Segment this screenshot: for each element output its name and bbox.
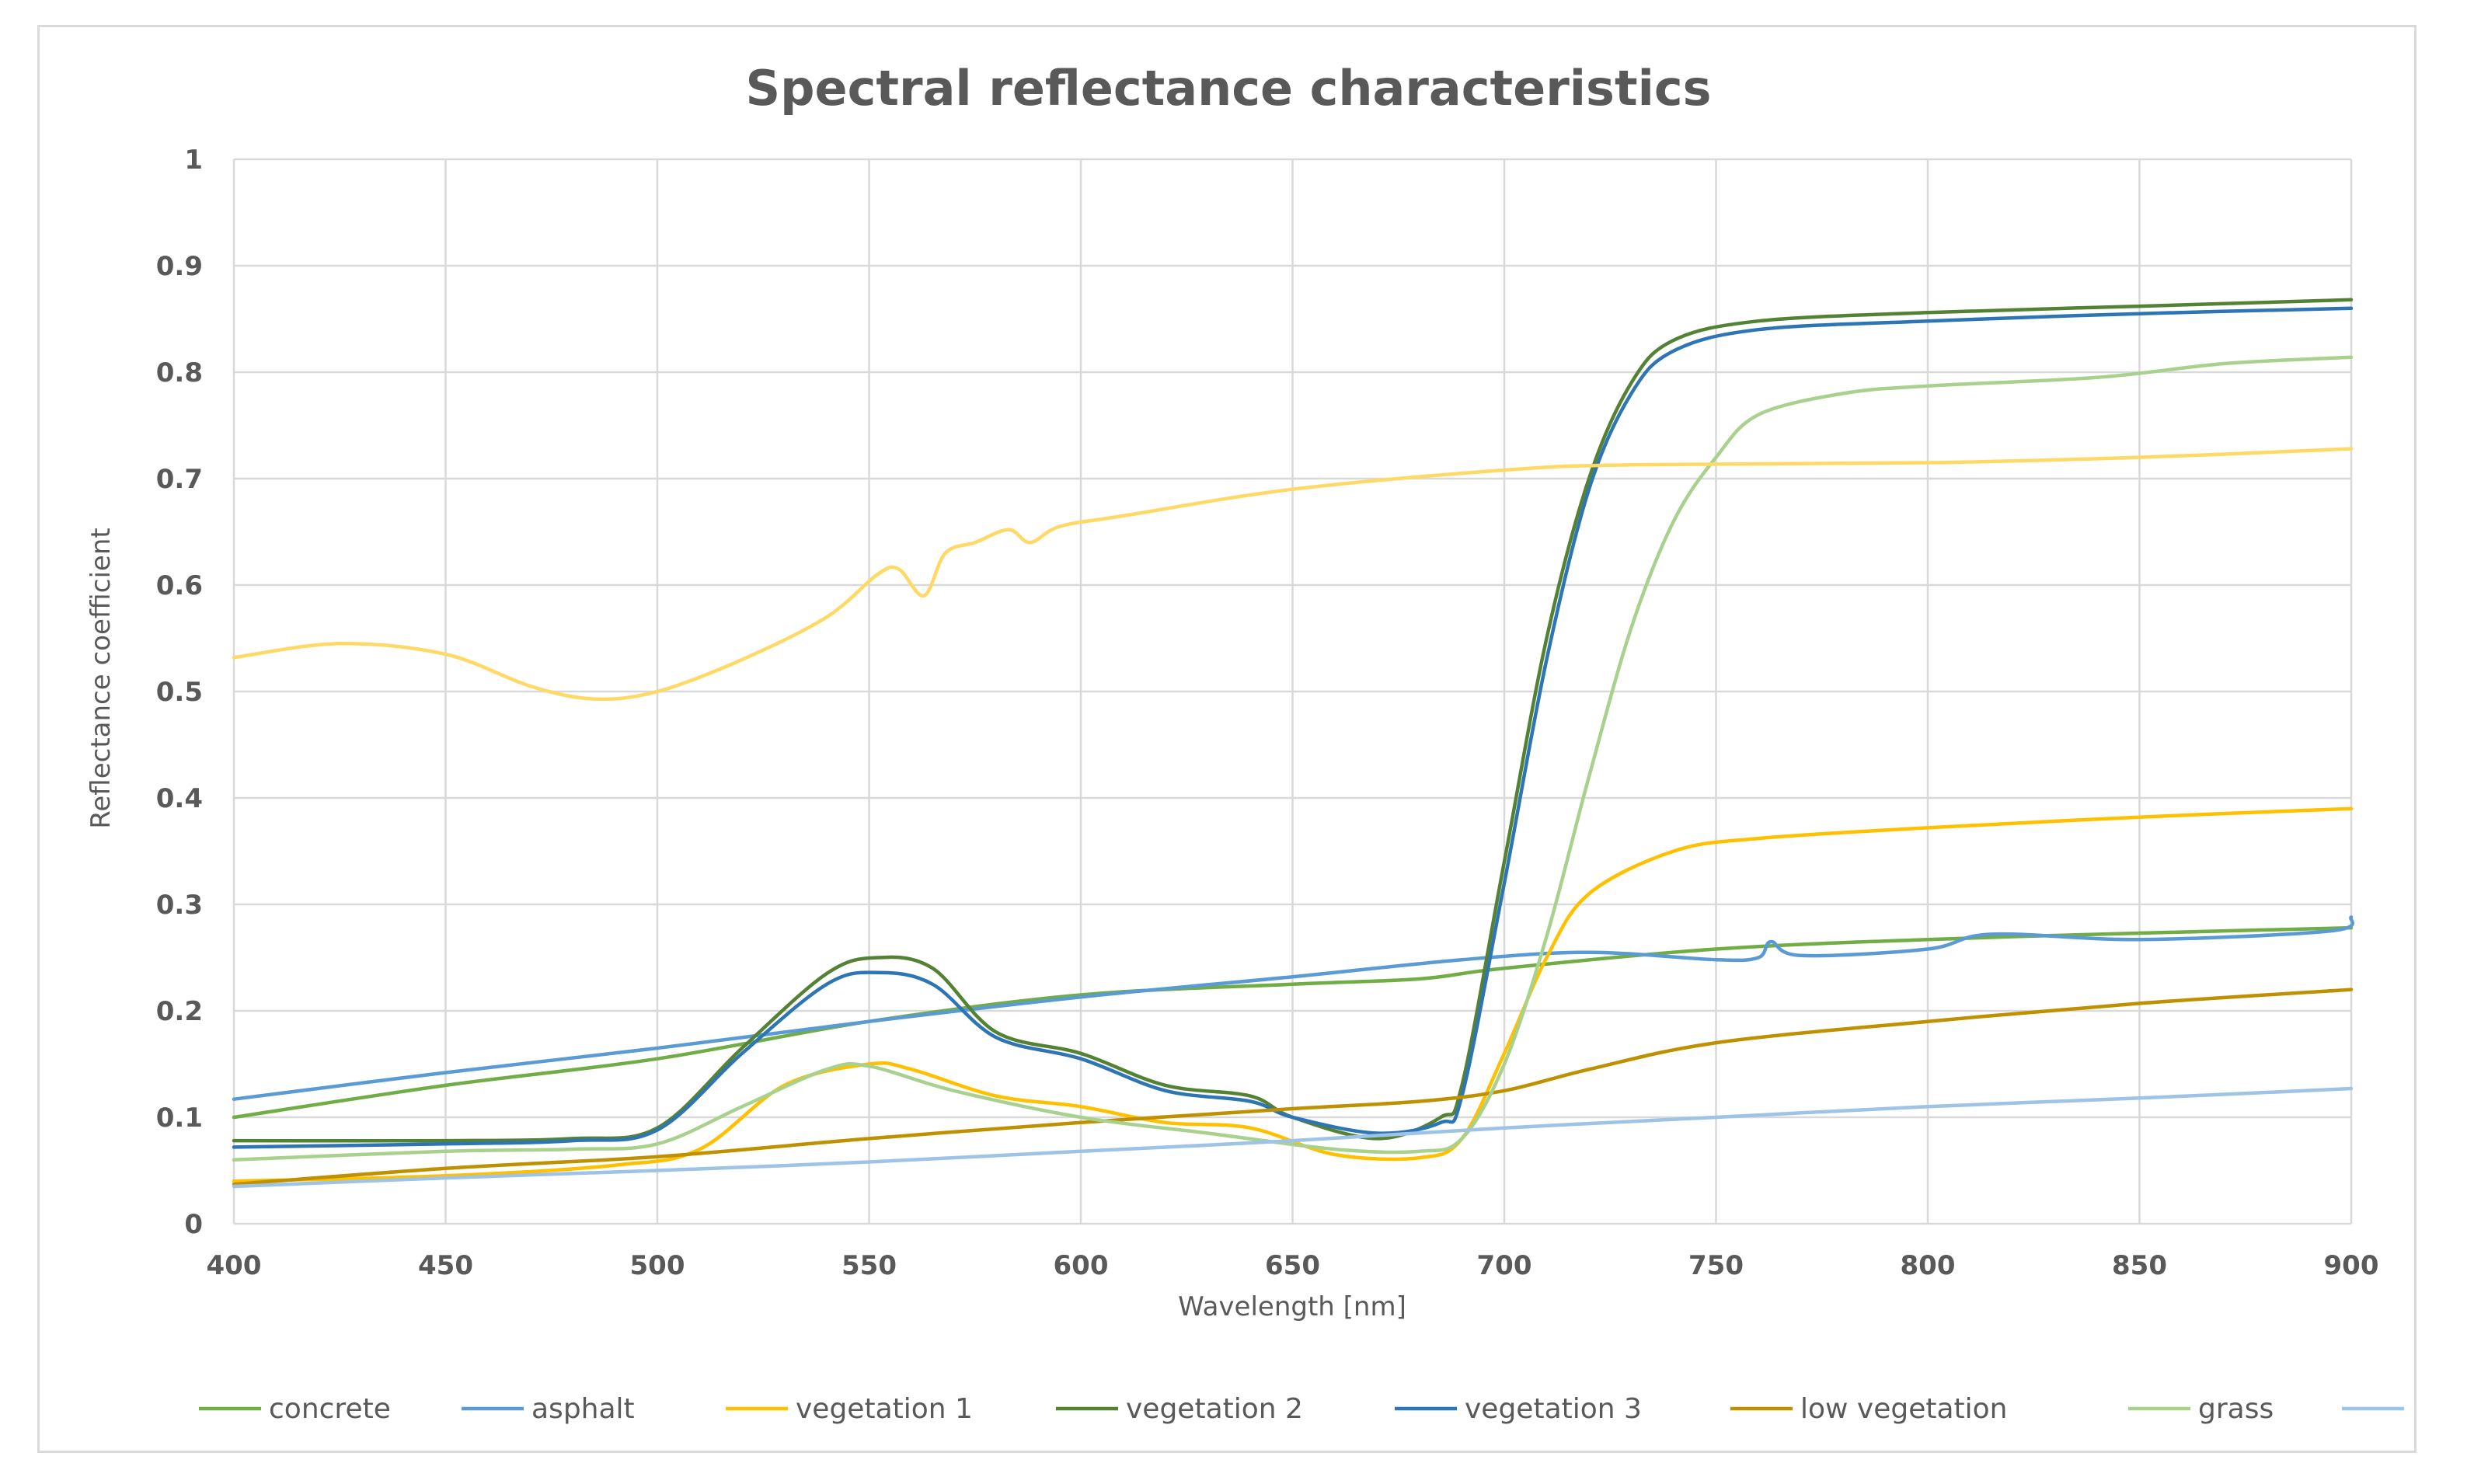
series-lines <box>232 298 2354 1189</box>
x-tick-label: 800 <box>1901 1250 1956 1281</box>
y-tick-label: 0.1 <box>156 1103 203 1134</box>
x-tick-label: 550 <box>841 1250 897 1281</box>
x-tick-label: 400 <box>207 1250 262 1281</box>
y-tick-label: 0.6 <box>156 570 203 601</box>
x-tick-label: 500 <box>630 1250 685 1281</box>
x-tick-label: 750 <box>1688 1250 1744 1281</box>
x-axis-label: Wavelength [nm] <box>1178 1291 1406 1322</box>
y-tick-label: 0.9 <box>156 251 203 282</box>
y-tick-label: 0.3 <box>156 890 203 921</box>
legend: concrete asphalt vegetation 1 vegetation 2 v… <box>199 1393 2414 1425</box>
x-tick-label: 700 <box>1477 1250 1532 1281</box>
y-axis-label: Reflectance coefficient <box>85 528 117 828</box>
series-line-concrete <box>232 925 2354 1120</box>
chart-svg: Spectral reflectance characteristics 0 0.… <box>85 60 2414 1425</box>
y-tick-label: 0.4 <box>156 783 203 814</box>
series-line-bare-soil <box>232 1086 2354 1189</box>
y-tick-label: 0.8 <box>156 357 203 388</box>
legend-label-bare-soil: bare soil <box>2412 1393 2414 1425</box>
series-line-vegetation-3 <box>232 306 2354 1149</box>
x-tick-label: 450 <box>418 1250 473 1281</box>
chart-frame: Spectral reflectance characteristics 0 0.… <box>37 25 2416 1453</box>
y-tick-label: 0 <box>184 1209 203 1240</box>
x-tick-label: 900 <box>2324 1250 2379 1281</box>
legend-label-vegetation-2: vegetation 2 <box>1126 1393 1303 1425</box>
y-tick-label: 0.7 <box>156 464 203 495</box>
legend-label-low-vegetation: low vegetation <box>1800 1393 2008 1425</box>
series-line-vegetation-1 <box>232 806 2354 1183</box>
series-line-vegetation-2 <box>232 298 2354 1143</box>
y-tick-label: 1 <box>184 145 203 176</box>
x-tick-label: 650 <box>1265 1250 1320 1281</box>
x-tick-label: 850 <box>2112 1250 2167 1281</box>
y-tick-label: 0.2 <box>156 996 203 1027</box>
legend-label-vegetation-1: vegetation 1 <box>796 1393 973 1425</box>
series-line-asphalt <box>232 915 2354 1101</box>
series-line-grass <box>232 355 2354 1162</box>
legend-label-concrete: concrete <box>269 1393 391 1425</box>
y-tick-label: 0.5 <box>156 677 203 708</box>
x-axis-ticks: 400 450 500 550 600 650 700 750 800 850 900 <box>207 1250 2379 1281</box>
x-tick-label: 600 <box>1054 1250 1109 1281</box>
series-line-sand <box>232 447 2354 702</box>
y-axis-ticks: 0 0.1 0.2 0.3 0.4 0.5 0.6 0.7 0.8 0.9 1 <box>156 145 203 1240</box>
legend-label-vegetation-3: vegetation 3 <box>1465 1393 1642 1425</box>
series-line-low-vegetation <box>232 988 2354 1186</box>
chart-title: Spectral reflectance characteristics <box>746 60 1712 117</box>
legend-label-grass: grass <box>2198 1393 2274 1425</box>
legend-label-asphalt: asphalt <box>531 1393 635 1425</box>
